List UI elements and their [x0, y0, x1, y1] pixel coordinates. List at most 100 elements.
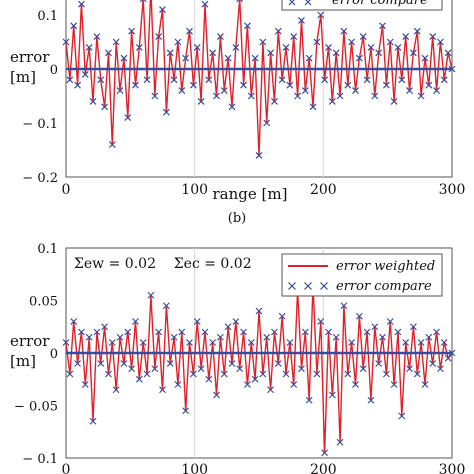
compare-point-bottom-50 — [255, 307, 263, 315]
compare-point-top-100 — [448, 65, 456, 73]
x-tick-label-top-3: 300 — [439, 182, 466, 198]
chart-top: 0.1 0 − 0.1 − 0.2 0 100 200 300 error [m] rang… — [10, 0, 465, 226]
compare-point-bottom-24 — [155, 328, 163, 336]
compare-point-top-45 — [236, 0, 244, 3]
compare-point-top-57 — [282, 43, 290, 51]
ylabel-bottom-line1: error — [10, 332, 50, 350]
compare-point-bottom-17 — [128, 365, 136, 373]
compare-point-bottom-33 — [189, 370, 197, 378]
compare-point-top-7 — [89, 97, 97, 105]
compare-point-bottom-68 — [325, 328, 332, 336]
compare-point-bottom-56 — [278, 312, 286, 320]
compare-point-bottom-27 — [166, 360, 174, 367]
compare-point-bottom-6 — [85, 333, 93, 341]
compare-point-bottom-16 — [124, 328, 132, 336]
compare-point-top-43 — [228, 103, 236, 111]
compare-point-top-87 — [398, 76, 406, 84]
compare-point-bottom-34 — [193, 318, 201, 325]
compare-point-bottom-5 — [81, 381, 89, 388]
compare-point-bottom-31 — [182, 407, 190, 415]
compare-point-top-1 — [66, 76, 74, 84]
compare-point-top-14 — [116, 87, 124, 95]
compare-point-top-61 — [298, 16, 305, 24]
compare-point-top-64 — [309, 103, 317, 111]
compare-point-bottom-7 — [89, 417, 97, 425]
compare-point-bottom-42 — [224, 323, 232, 331]
gridlines-top — [194, 0, 324, 177]
compare-point-top-78 — [363, 76, 371, 84]
compare-point-bottom-89 — [406, 365, 413, 373]
compare-point-bottom-55 — [274, 360, 282, 367]
compare-point-top-80 — [371, 92, 379, 100]
compare-point-top-28 — [170, 76, 178, 84]
compare-point-top-35 — [197, 97, 205, 105]
y-tick-label-top-2: − 0.1 — [22, 117, 58, 132]
compare-point-bottom-57 — [282, 370, 290, 378]
compare-point-top-38 — [209, 49, 217, 57]
compare-point-bottom-61 — [298, 365, 305, 373]
panel-caption-b: (b) — [228, 211, 246, 226]
legend-weighted-label: error weighted — [336, 259, 435, 274]
compare-point-bottom-11 — [105, 370, 112, 378]
legend-top: error compare — [281, 0, 443, 11]
compare-point-bottom-41 — [220, 370, 228, 378]
y-tick-label-bottom-1: 0.05 — [29, 295, 58, 310]
x-ticks-bottom: 0 100 200 300 — [62, 462, 466, 474]
compare-point-top-21 — [143, 76, 151, 84]
compare-point-top-95 — [429, 33, 437, 41]
compare-point-bottom-98 — [440, 339, 448, 346]
compare-point-top-37 — [205, 76, 213, 84]
compare-point-bottom-72 — [340, 302, 348, 310]
compare-point-top-99 — [444, 49, 452, 57]
ylabel-top-line2: [m] — [10, 68, 36, 86]
compare-point-top-49 — [251, 54, 259, 62]
compare-point-bottom-0 — [62, 339, 70, 346]
compare-point-top-88 — [402, 33, 410, 41]
compare-point-bottom-47 — [243, 381, 251, 388]
compare-point-bottom-28 — [170, 333, 178, 341]
compare-point-top-55 — [274, 27, 282, 35]
y-tick-label-top-0: 0.1 — [37, 9, 58, 24]
y-tick-label-bottom-3: − 0.05 — [14, 400, 58, 415]
compare-point-top-30 — [178, 87, 186, 95]
compare-point-top-92 — [417, 92, 425, 100]
compare-point-bottom-40 — [216, 333, 224, 341]
legend-top-box — [281, 0, 443, 11]
compare-point-top-50 — [255, 151, 263, 159]
compare-point-bottom-65 — [313, 370, 321, 378]
compare-point-top-10 — [101, 103, 109, 111]
compare-point-bottom-59 — [290, 381, 298, 388]
compare-point-bottom-86 — [394, 328, 402, 336]
y-tick-label-bottom-0: 0.1 — [37, 242, 58, 257]
x-tick-label-bottom-2: 200 — [310, 462, 337, 474]
x-tick-label-bottom-0: 0 — [62, 462, 71, 474]
compare-point-bottom-53 — [267, 386, 275, 394]
x-tick-label-bottom-1: 100 — [181, 462, 208, 474]
compare-point-top-33 — [189, 81, 197, 89]
compare-point-bottom-20 — [139, 339, 147, 346]
compare-point-top-3 — [74, 81, 82, 89]
compare-point-top-83 — [382, 81, 390, 89]
compare-point-bottom-18 — [132, 318, 139, 325]
compare-point-bottom-70 — [332, 333, 340, 341]
compare-point-bottom-91 — [413, 370, 421, 378]
compare-point-top-52 — [263, 119, 271, 127]
compare-point-bottom-1 — [66, 370, 74, 378]
compare-point-bottom-54 — [271, 328, 278, 336]
compare-point-top-53 — [267, 49, 275, 57]
compare-point-bottom-44 — [232, 318, 240, 325]
compare-point-top-0 — [62, 38, 70, 46]
compare-point-bottom-43 — [228, 360, 236, 367]
compare-point-top-8 — [93, 33, 101, 41]
compare-point-top-46 — [240, 81, 247, 89]
sigma-annotation: Σew = 0.02 Σec = 0.02 — [74, 256, 252, 272]
compare-point-top-76 — [355, 54, 363, 62]
compare-point-bottom-10 — [101, 323, 109, 331]
compare-point-top-91 — [413, 27, 421, 35]
compare-point-top-27 — [166, 49, 174, 57]
compare-point-top-93 — [421, 54, 429, 62]
compare-point-bottom-82 — [379, 333, 386, 341]
compare-point-top-6 — [85, 43, 93, 51]
compare-point-bottom-69 — [328, 391, 336, 399]
compare-point-bottom-21 — [143, 370, 151, 378]
